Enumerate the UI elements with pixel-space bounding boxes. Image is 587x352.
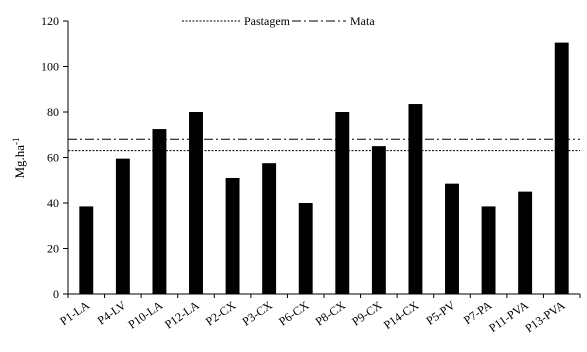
bar (298, 203, 313, 294)
x-tick-label: P14-CX (381, 298, 422, 332)
y-tick-label: 40 (47, 196, 59, 210)
bars (79, 42, 569, 294)
axes (67, 21, 580, 295)
bar (481, 206, 496, 294)
x-tick-label: P4-LV (95, 298, 129, 328)
x-tick-label: P2-CX (203, 298, 239, 329)
y-tick-label: 100 (41, 60, 59, 74)
legend-label: Mata (350, 14, 375, 28)
x-tick-label: P12-LA (162, 298, 202, 332)
bar (445, 183, 459, 294)
y-axis-label-group: Mg.ha-1 (11, 137, 27, 178)
legend-label: Pastagem (244, 14, 291, 28)
x-tick-label: P5-PV (423, 298, 458, 328)
y-tick-label: 20 (47, 242, 59, 256)
bar (262, 163, 277, 294)
y-tick-label: 80 (47, 105, 59, 119)
x-tick-label: P6-CX (276, 298, 312, 329)
y-axis-label-exponent: -1 (11, 137, 21, 145)
x-tick-label: P3-CX (240, 298, 276, 329)
x-tick-label: P8-CX (313, 298, 349, 329)
bar (335, 112, 350, 294)
bar (115, 158, 130, 294)
x-tick-label: P10-LA (125, 298, 165, 332)
bar (189, 112, 203, 294)
legend: Pastagem Mata (182, 14, 375, 28)
x-tick-label: P11-PVA (486, 298, 531, 335)
x-tick-label: P1-LA (57, 298, 92, 328)
x-tick-label: P9-CX (349, 298, 385, 329)
bar (371, 146, 386, 294)
x-tick-label: P13-PVA (522, 298, 567, 336)
y-tick-label: 120 (41, 14, 59, 28)
bar (79, 206, 94, 294)
bar (152, 129, 167, 294)
bar (518, 191, 533, 294)
bar (554, 42, 569, 294)
y-ticks: 0 20 40 60 80 100 120 (41, 14, 68, 301)
y-tick-label: 0 (53, 287, 59, 301)
bar (408, 104, 423, 294)
y-axis-label: Mg.ha-1 (11, 137, 27, 178)
y-tick-label: 60 (47, 151, 59, 165)
reference-lines (68, 138, 580, 152)
bar (225, 177, 240, 294)
